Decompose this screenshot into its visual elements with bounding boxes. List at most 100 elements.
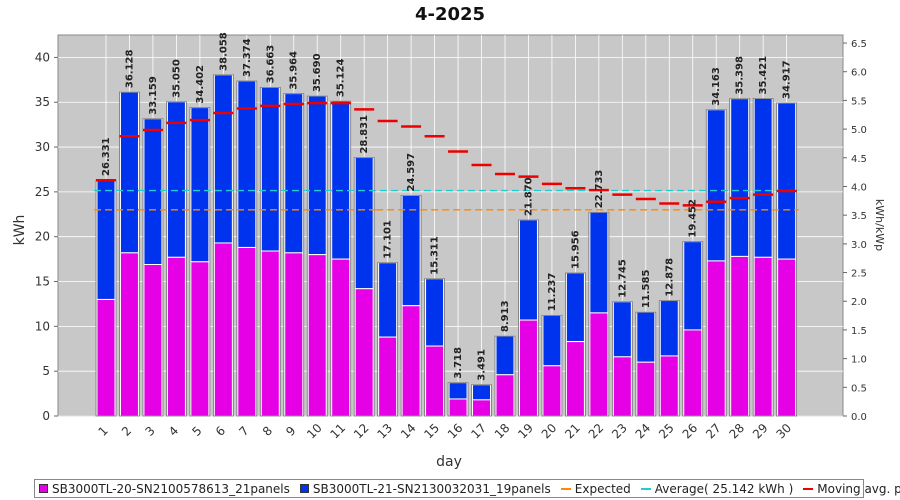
bar-total-label: 3.491 (477, 349, 488, 381)
bar-series-1 (425, 345, 445, 417)
x-tick-label: 24 (633, 421, 654, 442)
y2-tick-label: 3.5 (851, 211, 867, 222)
x-tick-label: 28 (727, 421, 748, 442)
y-tick-label: 0 (42, 409, 50, 423)
bar-series-2 (237, 80, 257, 248)
bar-total-label: 15.311 (430, 236, 441, 275)
y-tick-label: 35 (35, 95, 50, 109)
y-axis-label: kWh (12, 215, 28, 246)
bar-total-label: 34.917 (782, 60, 793, 99)
bar-outline (119, 91, 140, 417)
bar-outline (635, 311, 657, 417)
bar-outline (212, 74, 234, 417)
bar-outline (353, 157, 375, 417)
bar-series-2 (542, 314, 562, 367)
bar-total-label: 35.421 (758, 56, 769, 95)
bar-series-2 (401, 194, 421, 307)
x-tick-label: 23 (609, 421, 630, 442)
bar-outline (565, 272, 586, 417)
x-tick-label: 4 (166, 424, 181, 439)
legend-swatch-series-1 (39, 484, 48, 493)
legend: SB3000TL-20-SN2100578613_21panels SB3000… (34, 479, 900, 498)
bar-series-1 (777, 258, 797, 417)
bar-outline (658, 300, 680, 417)
bar-total-label: 37.374 (242, 38, 253, 77)
legend-label-moving-avg: Moving avg. per day. (817, 481, 900, 496)
bar-outline (729, 98, 751, 417)
bar-series-2 (307, 95, 327, 256)
bar-series-1 (378, 336, 398, 417)
legend-item-expected: Expected (560, 481, 631, 496)
bar-outline (611, 301, 633, 417)
x-tick-label: 18 (492, 421, 513, 442)
x-tick-label: 5 (189, 424, 204, 439)
y2-axis-label: kWh/kWp (873, 199, 886, 251)
legend-label-expected: Expected (574, 481, 631, 496)
bar-series-2 (166, 101, 186, 258)
bar-series-2 (260, 86, 280, 252)
x-tick-label: 7 (236, 424, 251, 439)
bar-outline (752, 98, 774, 417)
bar-series-1 (706, 260, 726, 417)
bar-total-label: 17.101 (383, 220, 394, 259)
x-tick-label: 19 (515, 421, 536, 442)
y2-tick-label: 1.0 (851, 355, 867, 366)
x-tick-label: 21 (562, 421, 583, 442)
legend-swatch-average (640, 487, 651, 490)
bar-series-2 (213, 74, 233, 244)
bar-total-label: 26.331 (101, 137, 112, 176)
bar-total-label: 8.913 (500, 300, 511, 332)
bar-outline (283, 93, 305, 417)
y2-tick-label: 5.0 (851, 125, 867, 136)
bar-total-label: 34.163 (711, 67, 722, 106)
bar-series-1 (612, 356, 632, 417)
bar-outline (189, 107, 211, 417)
bar-series-1 (237, 246, 257, 417)
bar-series-2 (495, 335, 515, 376)
legend-item-series-1: SB3000TL-20-SN2100578613_21panels (39, 482, 290, 496)
y2-tick-label: 6.0 (851, 68, 867, 79)
chart-svg: 4-2025 kWh kWh/kWp day 05101520253035400… (12, 4, 886, 470)
y-tick-label: 20 (35, 230, 50, 244)
bar-series-1 (659, 355, 679, 417)
bar-series-1 (401, 305, 421, 417)
bar-total-label: 35.398 (735, 56, 746, 95)
bar-total-label: 12.745 (617, 259, 628, 298)
bar-outline (682, 241, 704, 417)
bar-series-1 (284, 252, 304, 417)
x-tick-label: 30 (773, 421, 794, 442)
legend-swatch-moving-avg (803, 487, 814, 490)
bar-series-2 (730, 98, 750, 257)
bar-series-1 (565, 341, 585, 417)
bar-series-2 (565, 272, 585, 343)
bar-series-1 (448, 398, 468, 417)
bar-outline (236, 80, 258, 417)
bar-series-1 (166, 256, 186, 417)
y-tick-label: 15 (35, 275, 50, 289)
bar-total-label: 28.831 (359, 115, 370, 154)
y2-tick-label: 1.5 (851, 326, 867, 337)
y2-tick-label: 5.5 (851, 96, 867, 107)
x-tick-label: 3 (142, 424, 157, 439)
x-tick-label: 10 (304, 421, 325, 442)
bar-series-2 (753, 97, 773, 258)
bar-total-label: 12.878 (664, 258, 675, 297)
x-tick-label: 9 (283, 424, 298, 439)
bar-series-1 (354, 288, 374, 417)
bar-series-2 (284, 93, 304, 254)
bar-total-label: 19.452 (688, 199, 699, 238)
bar-series-1 (730, 255, 750, 417)
bar-series-2 (378, 262, 398, 338)
bar-total-label: 36.128 (124, 49, 135, 88)
bar-total-label: 35.964 (289, 51, 300, 90)
x-tick-label: 16 (445, 421, 466, 442)
x-tick-label: 27 (703, 421, 724, 442)
bar-total-label: 38.058 (218, 32, 229, 71)
bar-outline (306, 95, 328, 417)
bar-series-1 (495, 374, 515, 417)
bar-series-1 (683, 329, 703, 417)
y2-tick-label: 3.0 (851, 240, 867, 251)
bar-outline (166, 101, 187, 417)
bar-total-label: 34.402 (195, 65, 206, 104)
